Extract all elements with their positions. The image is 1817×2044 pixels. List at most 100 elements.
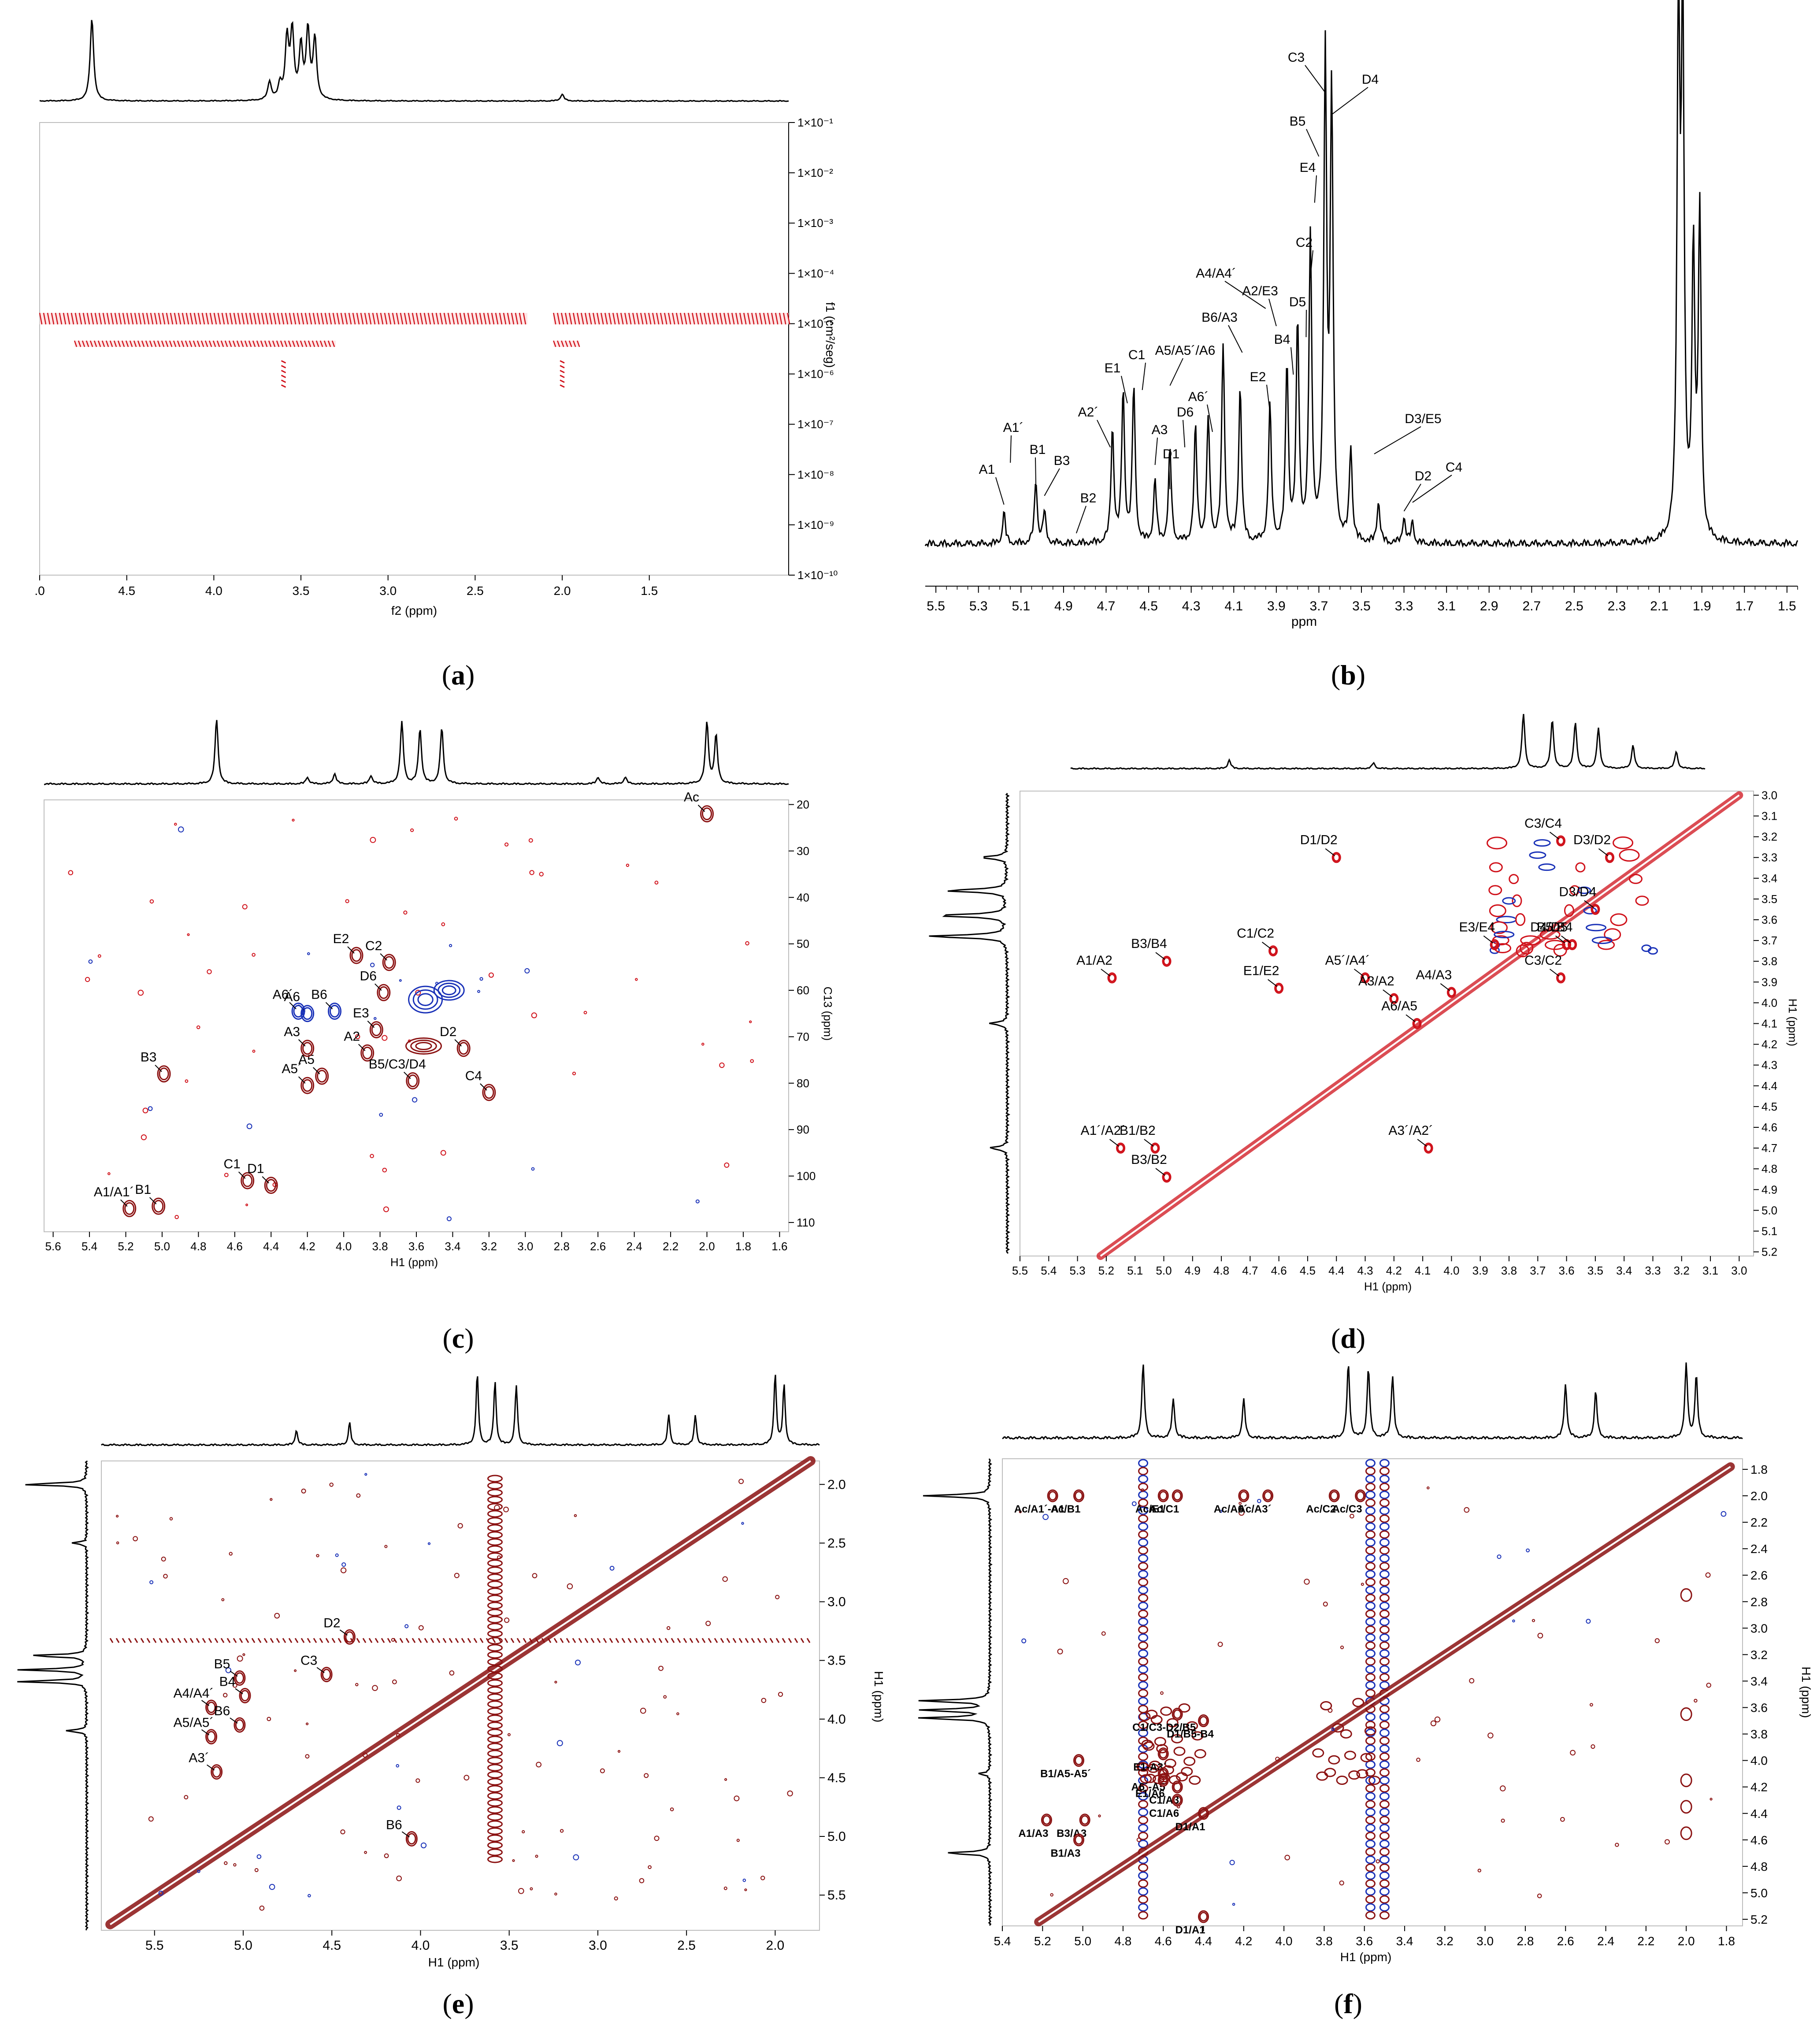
x-tick-label: 1.5 [641,584,658,598]
noise-spot [1042,1514,1049,1520]
band-hatch [435,312,439,325]
band-hatch [129,340,133,347]
peak-contour [382,954,396,971]
peak-pointer [289,1002,297,1010]
ridge-contour [487,1714,503,1722]
band-hatch [479,312,483,325]
x-tick-label: 3.5 [1352,599,1371,613]
artifact-contour [1379,1808,1390,1817]
contour-ring [1073,1489,1084,1502]
ridge-mark [708,1638,712,1643]
band-hatch [208,340,212,347]
noise-spot [734,1795,740,1802]
ridge-mark [270,1638,274,1643]
peak-pointer [298,1039,306,1047]
peak-label: D3/E5 [1405,412,1441,426]
contour-ring [320,1667,333,1683]
contour-ring [300,1040,315,1057]
cross-peak-label: A3´ [189,1751,209,1765]
contour-ring [241,1172,255,1189]
cluster-red [405,1037,442,1055]
x-tick-label: 3.4 [445,1240,460,1253]
y-tick-label: 3.5 [1761,892,1777,906]
band-hatch [300,340,304,347]
cross-peak: D4/D5 [1530,920,1572,951]
x-tick-label: 5.6 [45,1240,61,1253]
contour-ring [234,1670,246,1686]
band-hatch [70,312,74,325]
band-hatch [419,312,423,325]
artifact-contour [1379,1641,1390,1650]
artifact-contour [1379,1879,1390,1888]
peak-label: B4 [1274,332,1290,347]
cluster-contour [1356,1769,1368,1779]
cross-peak: Ac/B1 [1050,1489,1084,1515]
artifact-contour [1379,1832,1390,1840]
contour-ring [369,1021,383,1039]
ridge-contour [487,1743,503,1750]
peak-pointer [1306,129,1320,157]
peak-annotation: E1 [1105,361,1128,404]
peak-contour [1262,1489,1274,1502]
x-tick-label: 4.6 [1155,1934,1172,1948]
diagonal-center [110,1460,811,1925]
peak-contour [234,1670,246,1686]
dense-contour [1533,839,1551,847]
ridge-contour [487,1721,503,1729]
x-tick-label: 3.2 [1436,1934,1454,1948]
contour-ring [1075,1491,1083,1501]
peak-annotation: E4 [1300,160,1317,203]
band-hatch [727,312,731,325]
cross-peak-label: B5/C3/D4 [369,1057,426,1072]
artifact-contour [1138,1594,1149,1602]
ridge-mark [695,1638,700,1643]
ridge-mark [189,1638,194,1643]
artifact-contour [1138,1784,1149,1793]
noise-spot [1350,1513,1354,1519]
noise-spot [560,1829,564,1833]
x-tick-label: 4.2 [1386,1264,1402,1277]
noise-spot [464,1775,470,1781]
cross-peak: C1/A6 [1149,1794,1183,1820]
cluster-contour [1144,1773,1156,1783]
contour-ring [291,1002,305,1020]
artifact-contour [1138,1808,1149,1817]
noise-spot [1705,1572,1711,1578]
peak-pointer [1261,941,1272,950]
peak-label: C1 [1128,348,1145,362]
noise-spot [370,1154,374,1158]
x-tick-label: 4.5 [1139,599,1158,613]
noise-spot [1284,1854,1290,1861]
x-tick-label: 4.5 [118,584,135,598]
spot-mark [281,384,286,388]
ridge-mark [732,1638,737,1643]
noise-spot [532,1573,538,1579]
cross-peak: Ac [684,790,714,823]
ridge-mark [794,1638,798,1643]
peak-pointer [1097,420,1111,448]
band-hatch [696,312,699,325]
band-hatch [281,312,285,325]
contour-ring [1159,1491,1168,1501]
band-hatch [134,312,138,325]
band-hatch [511,312,515,325]
x-tick-label: 5.2 [1034,1934,1051,1948]
band-hatch [200,340,204,347]
noise-spot [1340,1646,1344,1650]
ridge-mark [356,1638,360,1643]
cross-peak-label: D2 [440,1025,456,1039]
band-hatch [166,312,170,325]
ridge-mark [368,1638,373,1643]
cross-peak-label: Ac/B1 [1050,1503,1080,1515]
peak-pointer [1549,832,1560,840]
x-tick-label: 5.4 [1041,1264,1057,1277]
band-hatch [189,340,193,347]
peak-pointer [1268,979,1278,987]
y-tick-label: 5.2 [1761,1245,1777,1259]
band-hatch [78,340,82,347]
peak-contour [1073,1489,1084,1502]
peak-label: C3 [1288,50,1305,65]
cross-peak: B6 [214,1704,246,1733]
cross-peak: B1/A5-A5´ [1040,1754,1091,1780]
cluster-contour [1136,1762,1149,1771]
